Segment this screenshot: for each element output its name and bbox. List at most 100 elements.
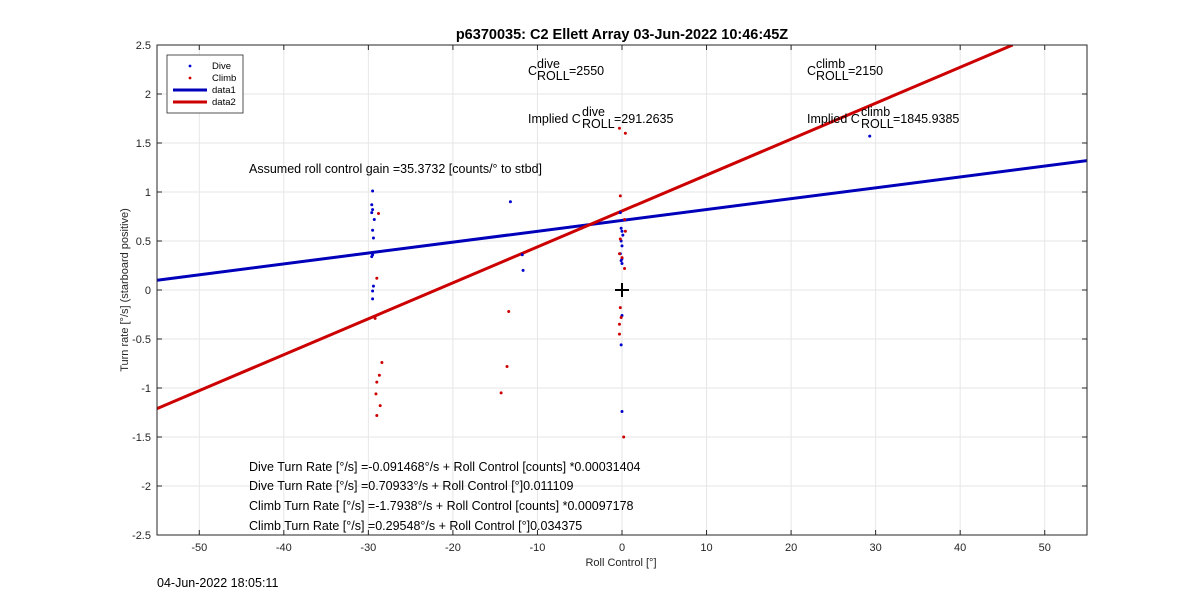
x-tick-label: 40 xyxy=(954,542,966,554)
point-dive xyxy=(620,410,624,414)
equation-climb-degrees: Climb Turn Rate [°/s] =0.29548°/s + Roll… xyxy=(249,519,582,533)
y-tick-label: 0 xyxy=(145,285,151,297)
equation-dive-counts: Dive Turn Rate [°/s] =-0.091468°/s + Rol… xyxy=(249,460,641,474)
x-tick-label: 20 xyxy=(785,542,797,554)
x-tick-label: -50 xyxy=(191,542,207,554)
point-dive xyxy=(371,228,375,232)
point-dive xyxy=(618,211,622,215)
point-dive xyxy=(371,284,375,288)
point-climb xyxy=(618,306,622,310)
point-dive xyxy=(371,289,375,293)
y-tick-label: -1.5 xyxy=(132,432,151,444)
c-roll-climb-annotation: Cclimb ROLL=2150 xyxy=(807,57,883,83)
x-tick-label: -10 xyxy=(530,542,546,554)
y-axis-label: Turn rate [°/s] (starboard positive) xyxy=(119,208,131,372)
y-axis-ticks: -2.5 -2 -1.5 -1 -0.5 0 0.5 1 1.5 2 2.5 xyxy=(132,40,1087,542)
point-dive xyxy=(371,208,375,212)
point-climb xyxy=(377,373,381,377)
y-tick-label: -2 xyxy=(141,481,151,493)
point-climb xyxy=(499,391,503,395)
point-climb xyxy=(373,316,377,320)
equation-climb-counts: Climb Turn Rate [°/s] =-1.7938°/s + Roll… xyxy=(249,499,634,513)
y-tick-label: -1 xyxy=(141,383,151,395)
footer-timestamp: 04-Jun-2022 18:05:11 xyxy=(157,576,279,590)
y-tick-label: 1 xyxy=(145,187,151,199)
x-tick-label: -20 xyxy=(445,542,461,554)
point-climb xyxy=(618,194,622,198)
fit-lines xyxy=(157,45,1087,410)
point-climb xyxy=(617,252,621,256)
x-tick-label: 0 xyxy=(619,542,625,554)
point-climb xyxy=(617,332,621,336)
point-dive xyxy=(868,134,872,138)
point-climb xyxy=(375,413,379,417)
point-dive xyxy=(370,211,374,215)
point-dive xyxy=(619,259,623,263)
point-dive xyxy=(621,233,625,237)
point-dive xyxy=(521,268,525,272)
point-dive xyxy=(371,297,375,301)
point-dive xyxy=(620,244,624,248)
point-climb xyxy=(617,126,621,130)
y-tick-label: 2 xyxy=(145,89,151,101)
x-tick-label: 50 xyxy=(1039,542,1051,554)
y-tick-label: 2.5 xyxy=(136,40,151,52)
point-climb xyxy=(505,364,509,368)
x-tick-label: 10 xyxy=(700,542,712,554)
x-axis-ticks: -50 -40 -30 -20 -10 0 10 20 30 40 50 xyxy=(191,45,1051,554)
point-dive xyxy=(508,200,512,204)
roll-gain-annotation: Assumed roll control gain =35.3732 [coun… xyxy=(249,162,542,176)
legend-label-climb: Climb xyxy=(212,73,236,84)
point-climb xyxy=(617,322,621,326)
legend-label-data1: data1 xyxy=(212,85,236,96)
legend-label-data2: data2 xyxy=(212,97,236,108)
legend-marker-climb xyxy=(188,76,192,80)
origin-marker xyxy=(615,283,629,297)
point-dive xyxy=(619,343,623,347)
point-climb xyxy=(623,266,627,270)
y-tick-label: 0.5 xyxy=(136,236,151,248)
point-dive xyxy=(372,217,376,221)
y-tick-label: -0.5 xyxy=(132,334,151,346)
point-climb xyxy=(618,237,622,241)
equation-dive-degrees: Dive Turn Rate [°/s] =0.70933°/s + Roll … xyxy=(249,479,573,493)
point-climb xyxy=(619,315,623,319)
x-axis-label: Roll Control [°] xyxy=(585,557,656,569)
point-dive xyxy=(371,189,375,193)
point-climb xyxy=(375,276,379,280)
chart-title: p6370035: C2 Ellett Array 03-Jun-2022 10… xyxy=(456,27,788,43)
legend-label-dive: Dive xyxy=(212,61,231,72)
point-dive xyxy=(520,253,524,257)
point-climb xyxy=(374,392,378,396)
point-dive xyxy=(370,203,374,207)
point-climb xyxy=(378,404,382,408)
point-climb xyxy=(380,361,384,365)
data-points xyxy=(370,126,872,439)
c-roll-dive-annotation: Cdive ROLL=2550 xyxy=(528,57,604,83)
legend-marker-dive xyxy=(188,64,192,68)
y-tick-label: 1.5 xyxy=(136,138,151,150)
y-tick-label: -2.5 xyxy=(132,530,151,542)
point-climb xyxy=(507,310,511,314)
point-climb xyxy=(623,217,627,221)
fit-line-data2 xyxy=(157,45,1014,410)
fit-line-data1 xyxy=(157,159,1087,282)
point-dive xyxy=(371,236,375,240)
implied-c-roll-climb-annotation: Implied Cclimb ROLL=1845.9385 xyxy=(807,105,959,131)
point-climb xyxy=(623,131,627,135)
legend: Dive Climb data1 data2 xyxy=(166,54,244,114)
x-tick-label: 30 xyxy=(870,542,882,554)
point-dive xyxy=(619,226,623,230)
point-climb xyxy=(375,380,379,384)
point-dive xyxy=(620,229,624,233)
point-climb xyxy=(622,435,626,439)
point-climb xyxy=(623,229,627,233)
point-climb xyxy=(377,212,381,216)
point-dive xyxy=(370,255,374,259)
x-tick-label: -40 xyxy=(276,542,292,554)
point-dive xyxy=(620,262,624,266)
point-climb xyxy=(620,256,624,260)
x-tick-label: -30 xyxy=(360,542,376,554)
implied-c-roll-dive-annotation: Implied Cdive ROLL=291.2635 xyxy=(528,105,673,131)
